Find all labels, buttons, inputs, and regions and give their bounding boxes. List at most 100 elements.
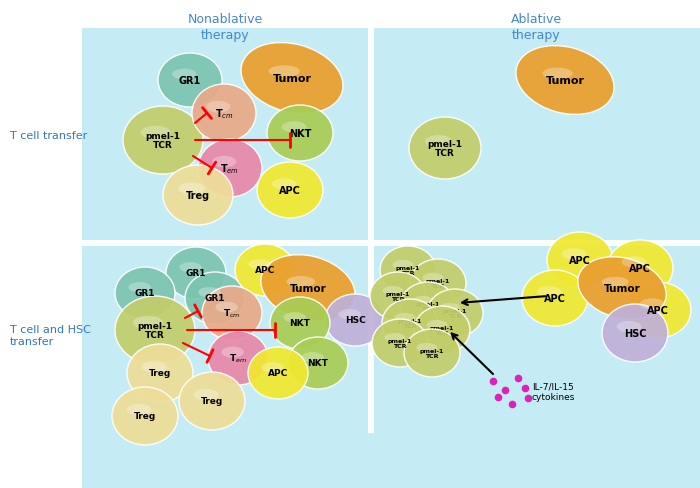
Ellipse shape: [208, 331, 268, 385]
Ellipse shape: [112, 387, 178, 445]
Ellipse shape: [261, 255, 355, 322]
Ellipse shape: [179, 372, 245, 430]
Ellipse shape: [192, 85, 256, 142]
Ellipse shape: [427, 289, 483, 337]
Text: NKT: NKT: [307, 359, 328, 368]
Ellipse shape: [158, 54, 222, 108]
Text: pmel-1
TCR: pmel-1 TCR: [395, 265, 420, 276]
Ellipse shape: [241, 43, 343, 114]
Text: APC: APC: [255, 266, 275, 275]
Ellipse shape: [133, 316, 163, 330]
Text: pmel-1
TCR: pmel-1 TCR: [443, 308, 467, 319]
Text: GR1: GR1: [205, 294, 225, 303]
Text: T cell transfer: T cell transfer: [10, 131, 88, 141]
Ellipse shape: [185, 272, 245, 325]
Ellipse shape: [578, 257, 666, 320]
Text: pmel-1
TCR: pmel-1 TCR: [137, 321, 172, 340]
Ellipse shape: [602, 305, 668, 362]
Ellipse shape: [206, 102, 230, 113]
Text: IL-7/IL-15
cytokines: IL-7/IL-15 cytokines: [532, 382, 575, 401]
Ellipse shape: [393, 261, 414, 270]
Ellipse shape: [410, 260, 466, 307]
Ellipse shape: [281, 122, 307, 133]
Text: T$_{em}$: T$_{em}$: [229, 352, 247, 365]
Ellipse shape: [141, 126, 171, 140]
Bar: [82, 241, 700, 246]
Text: APC: APC: [279, 185, 301, 196]
Ellipse shape: [179, 263, 202, 273]
Ellipse shape: [542, 68, 573, 80]
Ellipse shape: [409, 118, 481, 180]
Text: Nonablative
therapy: Nonablative therapy: [188, 13, 262, 42]
Ellipse shape: [607, 241, 673, 296]
Ellipse shape: [382, 299, 438, 347]
Ellipse shape: [248, 260, 271, 270]
Text: APC: APC: [569, 256, 591, 265]
Text: Treg: Treg: [186, 191, 210, 201]
Text: T$_{cm}$: T$_{cm}$: [215, 107, 233, 121]
Ellipse shape: [198, 140, 262, 198]
Ellipse shape: [602, 277, 629, 287]
Bar: [84, 246, 366, 433]
Ellipse shape: [123, 107, 203, 175]
Bar: [0, 0, 82, 488]
Text: APC: APC: [647, 305, 669, 315]
Ellipse shape: [235, 244, 295, 296]
Text: Tumor: Tumor: [603, 284, 640, 293]
Bar: [376, 246, 696, 433]
Ellipse shape: [194, 389, 218, 401]
Bar: [376, 31, 696, 241]
Ellipse shape: [400, 283, 456, 330]
Ellipse shape: [547, 232, 613, 288]
Text: T cell and HSC
transfer: T cell and HSC transfer: [10, 324, 91, 346]
Ellipse shape: [178, 183, 205, 195]
Ellipse shape: [384, 333, 405, 343]
Ellipse shape: [141, 361, 167, 373]
Text: pmel-1
TCR: pmel-1 TCR: [386, 291, 410, 302]
Text: Tumor: Tumor: [290, 284, 326, 293]
Text: NKT: NKT: [289, 129, 312, 139]
Ellipse shape: [370, 272, 426, 320]
Ellipse shape: [440, 304, 461, 313]
Ellipse shape: [426, 320, 447, 330]
Text: pmel-1
TCR: pmel-1 TCR: [426, 278, 450, 288]
Ellipse shape: [372, 319, 428, 367]
Ellipse shape: [212, 157, 236, 168]
Text: T$_{em}$: T$_{em}$: [220, 162, 239, 176]
Ellipse shape: [561, 249, 587, 260]
Ellipse shape: [382, 286, 403, 296]
Ellipse shape: [302, 352, 324, 363]
Ellipse shape: [423, 273, 444, 283]
Bar: [84, 31, 366, 241]
Ellipse shape: [284, 312, 306, 323]
Text: pmel-1
TCR: pmel-1 TCR: [420, 348, 444, 359]
Ellipse shape: [267, 106, 333, 162]
Ellipse shape: [127, 345, 193, 402]
Ellipse shape: [202, 286, 262, 340]
Text: Ablative
therapy: Ablative therapy: [510, 13, 561, 42]
Bar: [82, 0, 700, 29]
Ellipse shape: [537, 286, 561, 298]
Ellipse shape: [166, 247, 226, 299]
Text: NKT: NKT: [290, 319, 310, 328]
Text: Treg: Treg: [201, 397, 223, 406]
Text: APC: APC: [268, 369, 288, 378]
Ellipse shape: [625, 283, 691, 338]
Ellipse shape: [272, 179, 296, 190]
Ellipse shape: [404, 329, 460, 377]
Text: Tumor: Tumor: [545, 76, 584, 86]
Text: Tumor: Tumor: [272, 74, 312, 84]
Text: pmel-1
TCR: pmel-1 TCR: [388, 338, 412, 348]
Text: pmel-1
TCR: pmel-1 TCR: [428, 140, 463, 158]
Ellipse shape: [221, 347, 244, 358]
Ellipse shape: [128, 283, 151, 293]
Ellipse shape: [115, 296, 195, 364]
Text: T$_{cm}$: T$_{cm}$: [223, 307, 241, 320]
Ellipse shape: [622, 257, 646, 268]
Text: GR1: GR1: [186, 269, 206, 278]
Text: APC: APC: [544, 293, 566, 304]
Ellipse shape: [257, 163, 323, 219]
Ellipse shape: [325, 294, 385, 346]
Text: Treg: Treg: [134, 412, 156, 421]
Ellipse shape: [516, 46, 614, 115]
